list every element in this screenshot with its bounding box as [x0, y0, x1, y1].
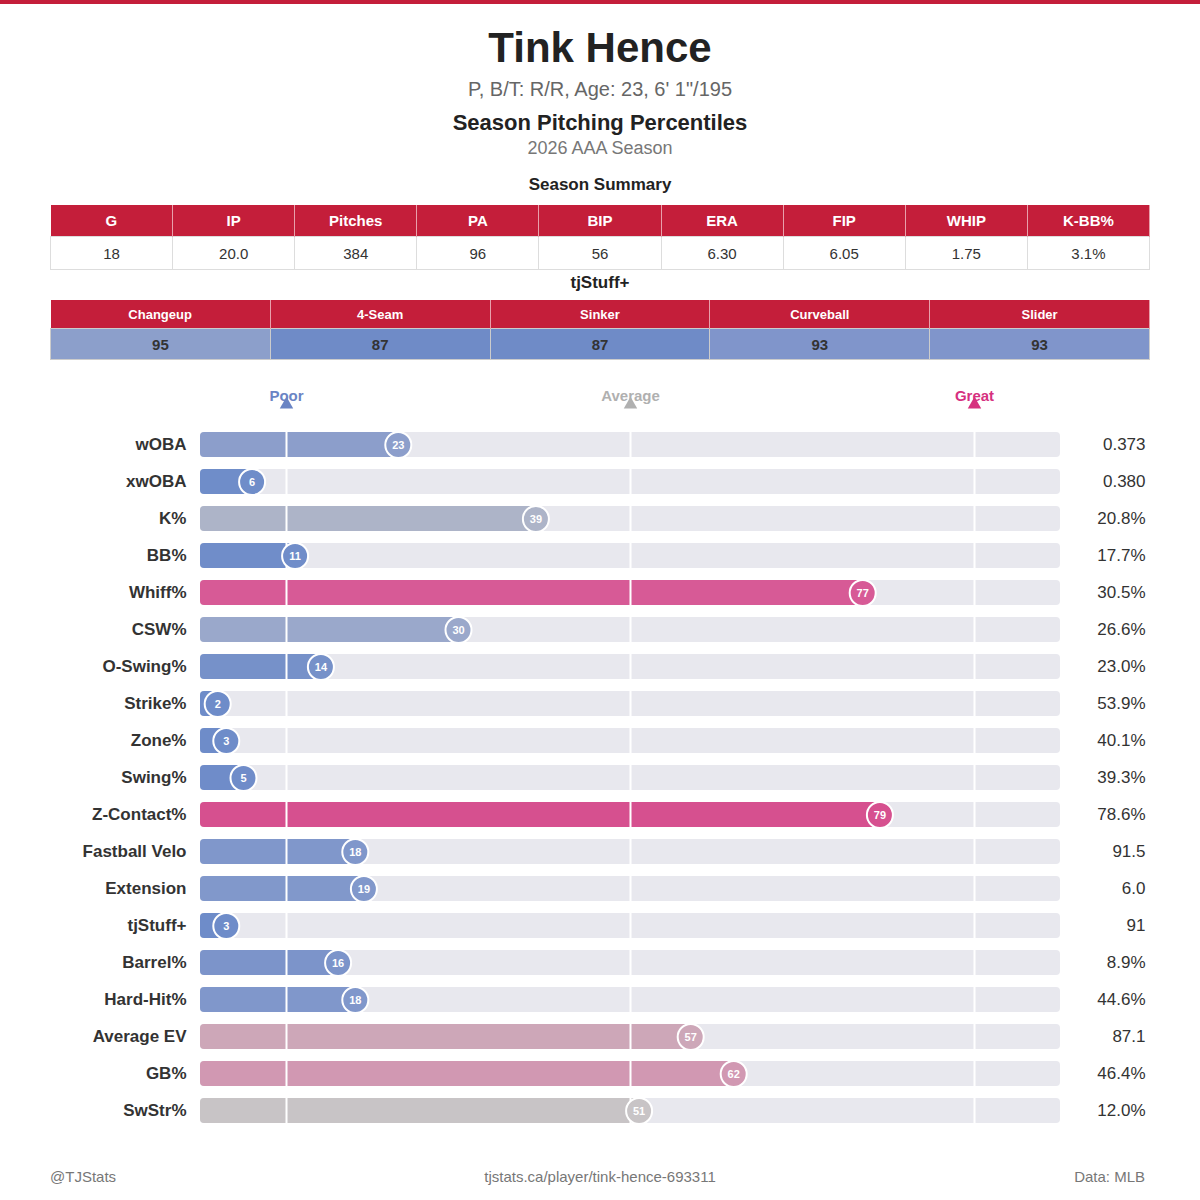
- svg-text:O-Swing%: O-Swing%: [102, 657, 186, 676]
- html-text:Pitches: Pitches: [329, 212, 383, 229]
- svg-text:16: 16: [332, 957, 344, 969]
- html-text:6.05: 6.05: [829, 244, 859, 262]
- html-text:18: 18: [103, 244, 120, 262]
- svg-text:19: 19: [358, 883, 370, 895]
- svg-text:tjStuff+: tjStuff+: [127, 916, 186, 935]
- html-text:Tink Hence: Tink Hence: [488, 24, 712, 71]
- html-text:20.0: 20.0: [219, 244, 249, 262]
- svg-text:BB%: BB%: [147, 546, 187, 565]
- html-text:PA: PA: [468, 212, 488, 229]
- svg-text:Zone%: Zone%: [131, 731, 187, 750]
- html-text:3.1%: 3.1%: [1071, 244, 1106, 262]
- svg-text:14: 14: [315, 661, 328, 673]
- html-text:6.30: 6.30: [707, 244, 737, 262]
- html-text:ERA: ERA: [706, 212, 738, 229]
- html-text:Season Summary: Season Summary: [528, 175, 672, 194]
- svg-text:Poor: Poor: [269, 387, 304, 405]
- svg-text:17.7%: 17.7%: [1097, 546, 1145, 565]
- svg-text:GB%: GB%: [146, 1064, 187, 1083]
- html-text:BIP: BIP: [587, 212, 613, 229]
- svg-text:20.8%: 20.8%: [1097, 509, 1145, 528]
- svg-text:3: 3: [223, 920, 229, 932]
- svg-text:K%: K%: [159, 509, 186, 528]
- html-text:IP: IP: [226, 212, 241, 229]
- svg-text:18: 18: [349, 994, 361, 1006]
- svg-text:91.5: 91.5: [1112, 842, 1145, 861]
- html-text:Data: MLB: Data: MLB: [1074, 1168, 1145, 1185]
- svg-text:CSW%: CSW%: [132, 620, 187, 639]
- html-text:1.75: 1.75: [951, 244, 981, 262]
- svg-text:Hard-Hit%: Hard-Hit%: [104, 990, 186, 1009]
- html-text:tjstats.ca/player/tink-hence-6: tjstats.ca/player/tink-hence-693311: [484, 1168, 716, 1185]
- svg-text:78.6%: 78.6%: [1097, 805, 1145, 824]
- svg-text:Swing%: Swing%: [121, 768, 186, 787]
- svg-text:3: 3: [223, 735, 229, 747]
- html-text:Curveball: Curveball: [790, 306, 850, 322]
- svg-text:79: 79: [874, 809, 886, 821]
- svg-text:77: 77: [857, 587, 869, 599]
- html-text:Sinker: Sinker: [580, 306, 620, 322]
- svg-text:0.380: 0.380: [1103, 472, 1146, 491]
- svg-text:26.6%: 26.6%: [1097, 620, 1145, 639]
- svg-text:8.9%: 8.9%: [1107, 953, 1146, 972]
- svg-text:Whiff%: Whiff%: [129, 583, 187, 602]
- svg-text:53.9%: 53.9%: [1097, 694, 1145, 713]
- svg-text:91: 91: [1127, 916, 1146, 935]
- html-text:2026 AAA Season: 2026 AAA Season: [527, 138, 673, 158]
- html-text:87: 87: [591, 335, 609, 353]
- svg-text:40.1%: 40.1%: [1097, 731, 1145, 750]
- html-text:56: 56: [591, 244, 609, 262]
- svg-text:87.1: 87.1: [1112, 1027, 1145, 1046]
- html-text:93: 93: [1031, 335, 1048, 353]
- html-text:G: G: [105, 212, 118, 229]
- svg-text:Average EV: Average EV: [93, 1027, 188, 1046]
- html-text:384: 384: [343, 244, 369, 262]
- svg-text:6: 6: [249, 476, 255, 488]
- html-text:Season Pitching Percentiles: Season Pitching Percentiles: [452, 110, 748, 135]
- svg-text:30.5%: 30.5%: [1097, 583, 1145, 602]
- svg-text:39.3%: 39.3%: [1097, 768, 1145, 787]
- html-text:FIP: FIP: [832, 212, 856, 229]
- svg-text:Strike%: Strike%: [124, 694, 186, 713]
- html-text:WHIP: WHIP: [946, 212, 986, 229]
- svg-text:39: 39: [530, 513, 542, 525]
- html-text:Slider: Slider: [1021, 306, 1058, 322]
- html-text:Changeup: Changeup: [128, 306, 192, 322]
- html-text:@TJStats: @TJStats: [50, 1168, 117, 1185]
- svg-text:Great: Great: [954, 387, 995, 405]
- html-text:93: 93: [811, 335, 829, 353]
- html-text:4-Seam: 4-Seam: [357, 306, 404, 322]
- svg-text:2: 2: [215, 698, 221, 710]
- html-text:P, B/T: R/R, Age: 23, 6' 1"/19: P, B/T: R/R, Age: 23, 6' 1"/195: [468, 78, 732, 100]
- svg-text:xwOBA: xwOBA: [126, 472, 186, 491]
- svg-text:51: 51: [633, 1105, 645, 1117]
- svg-text:Fastball Velo: Fastball Velo: [83, 842, 187, 861]
- svg-text:46.4%: 46.4%: [1097, 1064, 1145, 1083]
- svg-text:SwStr%: SwStr%: [123, 1101, 186, 1120]
- svg-text:Extension: Extension: [105, 879, 186, 898]
- svg-text:62: 62: [728, 1068, 740, 1080]
- svg-text:23: 23: [392, 439, 404, 451]
- svg-text:57: 57: [685, 1031, 697, 1043]
- svg-text:wOBA: wOBA: [135, 435, 187, 454]
- html-text:tjStuff+: tjStuff+: [570, 273, 630, 292]
- svg-text:18: 18: [349, 846, 361, 858]
- html-text:K-BB%: K-BB%: [1063, 212, 1114, 229]
- svg-text:Barrel%: Barrel%: [122, 953, 186, 972]
- svg-text:0.373: 0.373: [1103, 435, 1146, 454]
- html-text:96: 96: [469, 244, 487, 262]
- svg-text:Z-Contact%: Z-Contact%: [92, 805, 186, 824]
- svg-text:6.0: 6.0: [1122, 879, 1146, 898]
- svg-text:30: 30: [452, 624, 464, 636]
- svg-text:5: 5: [240, 772, 246, 784]
- html-text:87: 87: [371, 335, 389, 353]
- html-text:95: 95: [152, 335, 169, 353]
- svg-text:Average: Average: [601, 387, 660, 405]
- svg-text:44.6%: 44.6%: [1097, 990, 1145, 1009]
- svg-text:23.0%: 23.0%: [1097, 657, 1145, 676]
- svg-text:11: 11: [289, 550, 301, 562]
- svg-text:12.0%: 12.0%: [1097, 1101, 1145, 1120]
